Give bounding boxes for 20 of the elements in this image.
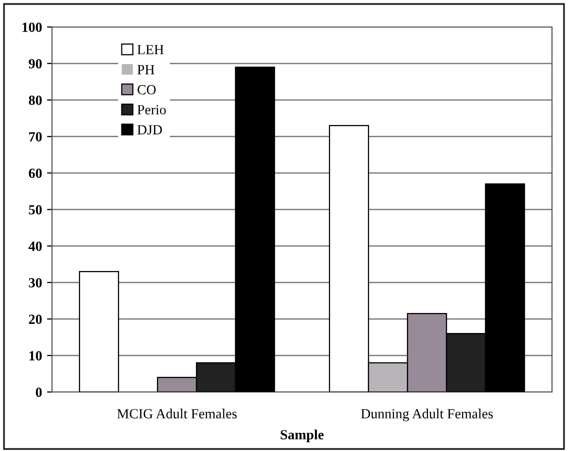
y-tick-label: 40: [28, 242, 42, 251]
y-tick-label: 50: [28, 205, 42, 214]
y-tick-label: 0: [36, 388, 42, 397]
y-tick-label: 70: [29, 132, 42, 142]
y-tick-label: 30: [28, 278, 42, 288]
y-tick-label: 80: [28, 96, 42, 105]
x-tick-label: MCIG Adult Females: [117, 408, 237, 418]
bar: [78, 270, 120, 392]
y-tick-label: 100: [22, 22, 42, 32]
y-tick-label: 60: [28, 168, 42, 178]
legend-label: CO: [138, 85, 156, 94]
y-tick-label: 10: [30, 351, 42, 360]
legend-label: PH: [137, 65, 154, 74]
x-axis-title: Sample: [280, 430, 324, 442]
y-tick-label: 90: [28, 59, 42, 68]
legend-label: DJD: [137, 125, 162, 134]
legend-label: LEH: [137, 45, 164, 54]
y-tick-label: 20: [28, 314, 42, 324]
x-tick-label: Dunning Adult Females: [361, 408, 493, 422]
legend-label: Perio: [137, 105, 166, 114]
